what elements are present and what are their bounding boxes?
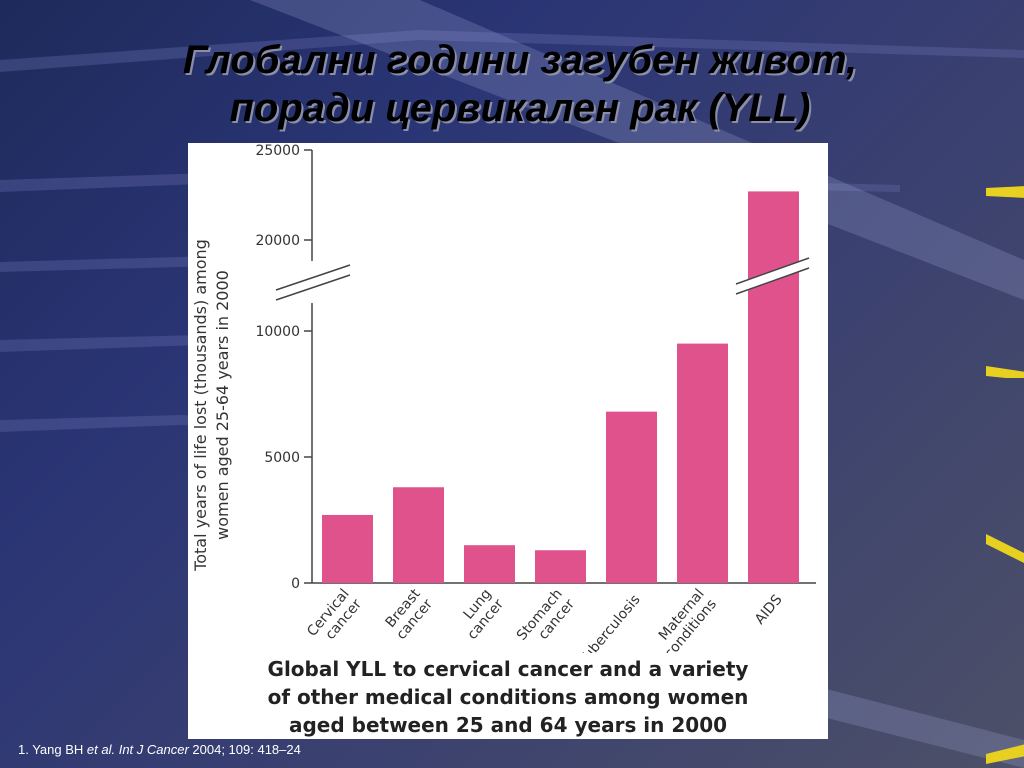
caption-line-1: Global YLL to cervical cancer and a vari… [267, 657, 749, 681]
axis-break-mark [275, 274, 351, 301]
bar-break-mark [735, 257, 810, 285]
chart-panel: 0 5000 10000 20000 25000 Total years of life … [188, 143, 828, 739]
category-label: Tuberculosis [576, 592, 644, 669]
y-tick-label: 10000 [255, 324, 300, 340]
footnote-prefix: 1. Yang BH [18, 742, 87, 757]
slide-title-line-2: поради цервикален рак (YLL) [229, 86, 811, 130]
yellow-bullet-marker [986, 534, 1024, 563]
y-axis-label-line-2: women aged 25-64 years in 2000 [213, 270, 232, 540]
category-label: AIDS [752, 592, 786, 628]
category-label-line: AIDS [752, 592, 786, 628]
bar-break-mark [735, 267, 810, 295]
chart-caption: Global YLL to cervical cancer and a vari… [188, 655, 828, 739]
footnote-italic: et al. Int J Cancer [86, 742, 189, 757]
yellow-bullet-marker [986, 186, 1024, 198]
bar [393, 487, 444, 583]
slide-title-line-1: Глобални години загубен живот, [182, 38, 858, 82]
footnote-suffix: 2004; 109: 418–24 [188, 742, 301, 757]
axis-break-mark [275, 264, 351, 291]
bar [677, 343, 728, 583]
slide-title: Глобални години загубен живот, поради це… [150, 36, 890, 132]
y-tick-label: 0 [291, 576, 300, 592]
category-label-line: Tuberculosis [576, 592, 644, 653]
bar [322, 514, 373, 583]
y-tick-label: 20000 [255, 233, 300, 249]
y-tick-label: 5000 [264, 450, 300, 466]
y-tick-label: 25000 [255, 143, 300, 159]
caption-line-2: of other medical conditions among women [267, 685, 749, 709]
bar [535, 550, 586, 583]
yellow-bullet-marker [986, 366, 1024, 378]
bar [606, 411, 657, 583]
bar-chart: 0 5000 10000 20000 25000 Total years of life … [191, 143, 816, 669]
footnote-citation: 1. Yang BH et al. Int J Cancer 2004; 109… [18, 742, 301, 757]
caption-line-3: aged between 25 and 64 years in 2000 [288, 713, 728, 737]
bar [748, 191, 799, 583]
y-axis-label-line-1: Total years of life lost (thousands) amo… [191, 239, 210, 572]
bar [464, 545, 515, 583]
yellow-bullet-marker [986, 744, 1024, 764]
bar-break-gap [740, 259, 807, 293]
